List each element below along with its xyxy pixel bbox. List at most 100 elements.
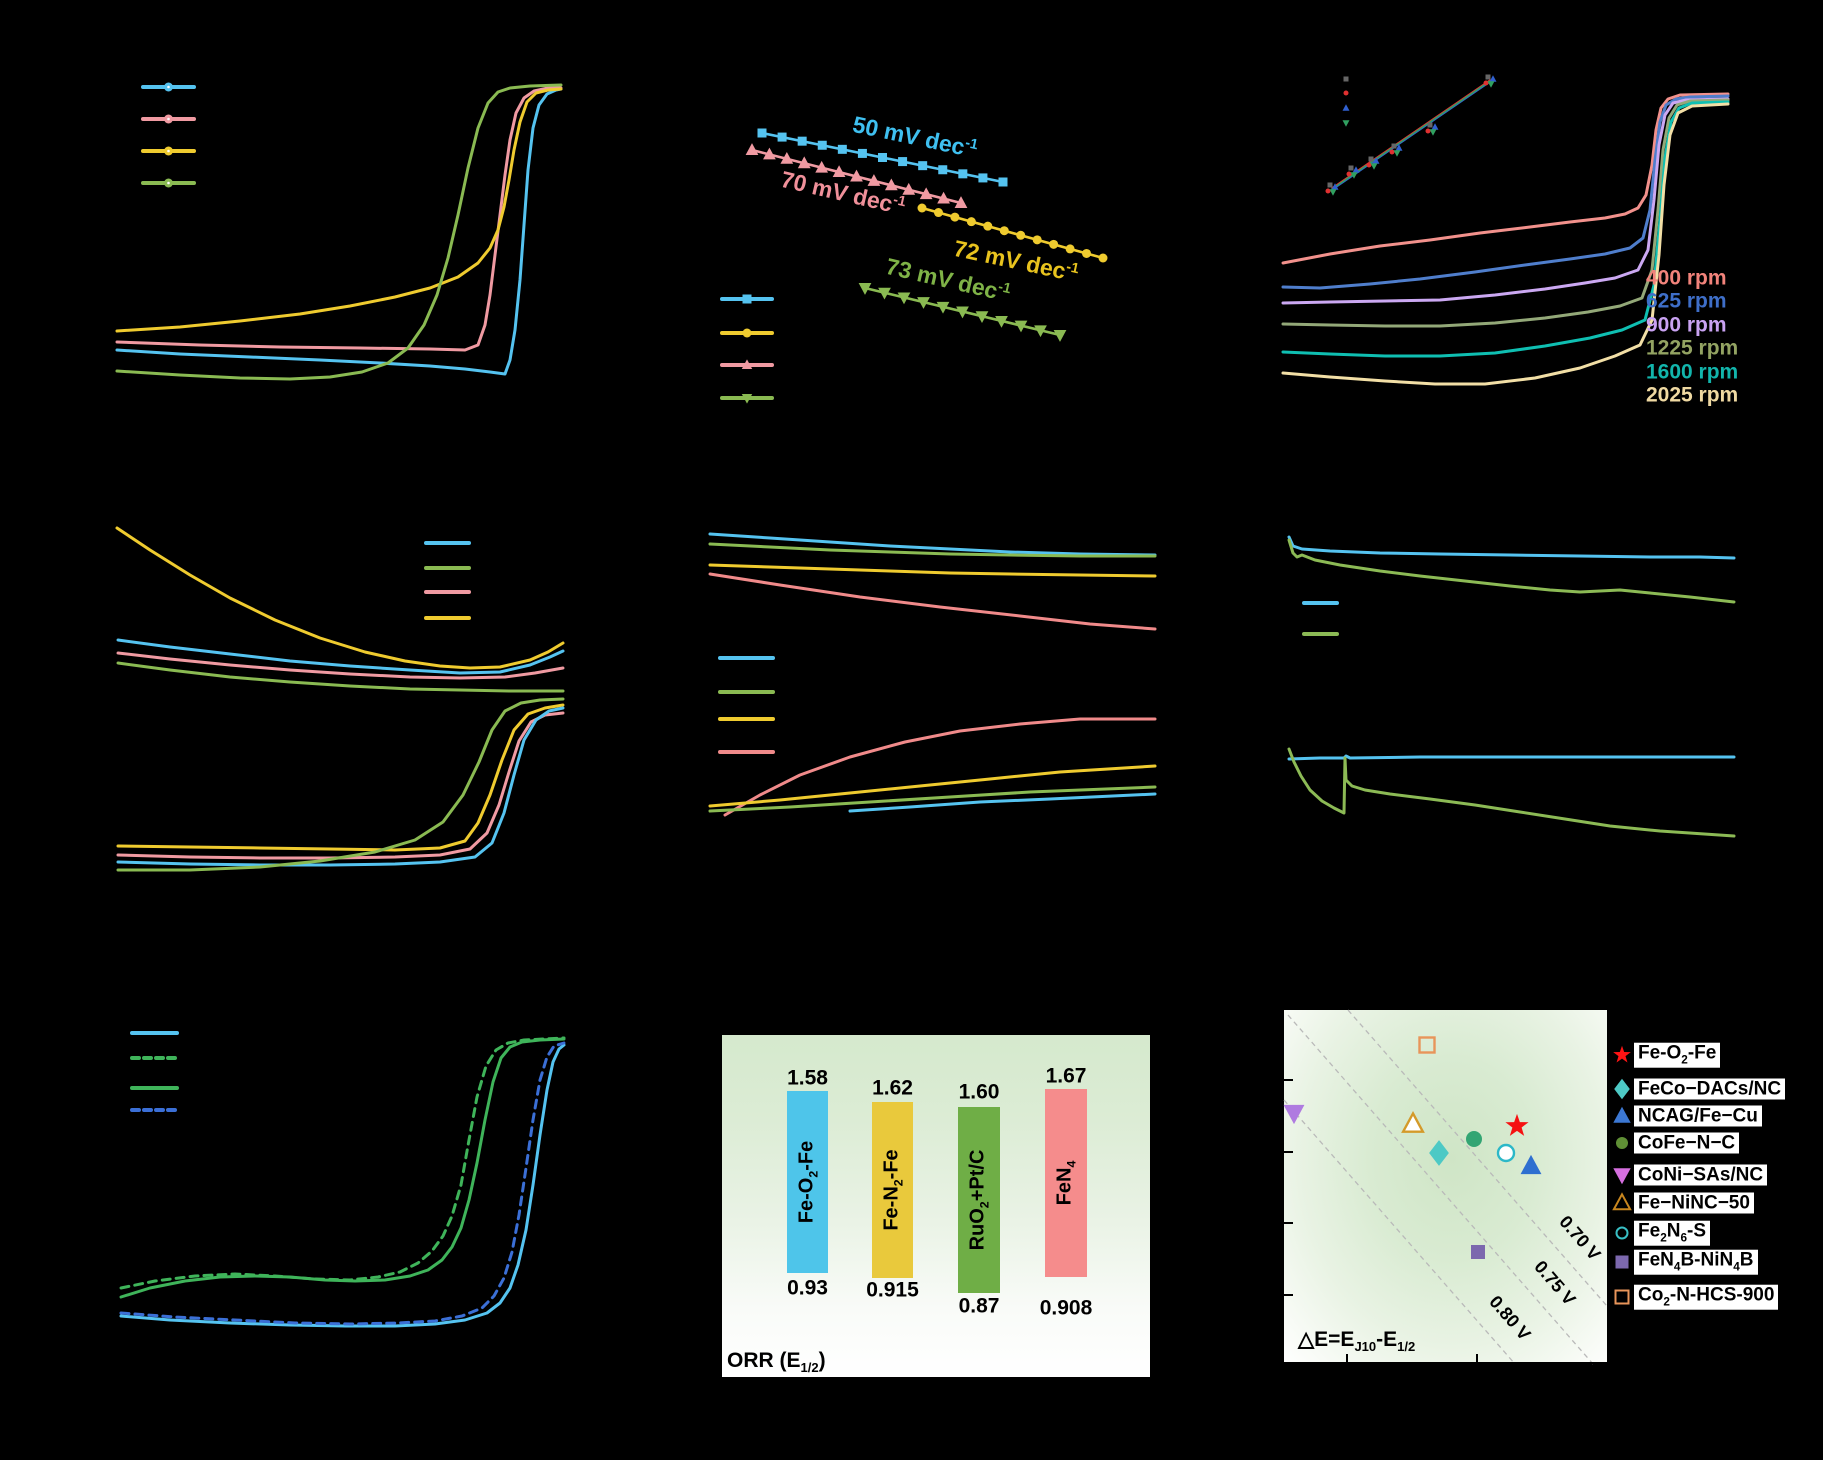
legend-i-fen4b-nin4b-marker [1615,1255,1629,1269]
panel-c-inset-marker [1483,80,1489,86]
legend-i-coni-sas-nc-marker [1613,1168,1631,1185]
lsv-g-green-solid [119,1037,566,1299]
panel-c-inset-marker [1368,156,1374,162]
tafel-green-marker [995,315,1008,328]
legend-i-co2-n-hcs-marker [1614,1289,1630,1305]
tafel-pink-marker [902,182,916,195]
panel-c-inset-marker [1427,122,1433,128]
point-feco-dacs-nc [1429,1140,1449,1166]
disk-d-yellow [116,703,565,852]
legend-i-ncag-fe-cu-marker [1613,1106,1631,1123]
tafel-cyan-marker [878,153,887,162]
meoh-f-cyan [1287,754,1736,761]
n-e-yellow [708,563,1157,578]
n-e-green [708,542,1157,558]
rde-2025 [1281,102,1730,386]
panel-c-inset-marker [1342,104,1350,111]
tafel-green-marker [878,287,891,300]
tafel-cyan-marker [857,148,867,158]
legend-i-feco-dacs-nc-marker [1614,1078,1630,1100]
legend-a-3-marker-pin [167,149,170,153]
panel-c-inset-marker [1329,189,1337,196]
panel-c-inset-marker [1331,183,1339,190]
iso-line-080 [1283,1099,1516,1365]
legend-b-2-marker [742,328,752,338]
ring-d-green [116,661,565,693]
disk-d-green [116,697,565,872]
tafel-pink-marker [780,152,794,164]
kl-fit-red [1331,79,1491,189]
tafel-pink-marker [832,165,846,178]
stab-f-green [1287,538,1736,604]
curve-a-yellow [115,87,563,333]
tafel-cyan-marker [837,144,847,154]
tafel-cyan-marker [797,136,807,146]
tafel-pink-marker [954,196,968,208]
tafel-pink-marker [867,174,881,186]
panel-c-inset-marker [1485,74,1491,80]
panel-c-inset-marker [1350,172,1358,179]
tafel-green-marker [858,283,872,295]
panel-c-inset-marker [1391,143,1397,149]
panel-c-inset-marker [1372,157,1380,164]
panel-c-inset-marker [1348,165,1354,171]
panel-c-inset-marker [1327,182,1333,188]
legend-a-4-marker-pin [167,181,170,185]
ring-d-pink [116,651,565,680]
curve-a-cyan [115,87,563,376]
panel-c-inset-marker [1487,81,1495,88]
rde-625 [1281,94,1730,290]
tafel-green-marker [1053,330,1067,342]
stab-f-cyan [1287,535,1736,560]
disk-d-cyan [116,706,565,867]
panel-c-inset-marker [1393,150,1401,157]
legend-a-2-marker-pin [167,117,170,121]
point-fe-ninc-50 [1401,1110,1425,1133]
bar-fe-o2-fe [787,1091,828,1273]
legend-i-fe-o2-fe-marker [1613,1045,1631,1063]
legend-i-cofe-n-c-marker [1616,1137,1628,1149]
tafel-cyan-marker [898,157,908,167]
panel-c-inset-marker [1429,129,1437,136]
rde-400 [1281,92,1730,265]
h2o2-e-yellow [708,764,1157,808]
legend-i-fe-ninc-50-marker [1612,1192,1632,1211]
tafel-cyan-marker [777,132,787,142]
tafel-green-marker [936,301,950,314]
disk-d-pink [116,711,565,860]
tafel-green-marker [956,306,969,319]
tafel-cyan-marker [978,173,988,183]
lsv-g-cyan-solid [119,1043,566,1328]
point-co2-n-hcs-900 [1418,1036,1436,1054]
rde-1225 [1281,98,1730,328]
tafel-pink-marker [850,169,863,182]
panel-c-inset-marker [1366,162,1372,168]
curve-a-green [115,83,563,381]
tafel-green-marker [1014,320,1028,333]
h2o2-e-pink [723,717,1157,817]
rde-1600 [1281,100,1730,358]
panel-c-inset-marker [1346,171,1352,177]
tafel-yellow-marker [1032,235,1042,245]
iso-line-075 [1287,1014,1594,1365]
legend-b-4-marker [741,393,753,404]
bar-fe-n2-fe [872,1102,913,1278]
meoh-f-green [1287,747,1736,838]
tafel-green-marker [897,292,911,305]
ring-d-yellow [115,526,565,670]
h2o2-e-green [708,785,1157,813]
tafel-cyan-marker [918,161,928,171]
tafel-pink-marker [815,160,829,173]
tafel-cyan-marker [817,140,827,150]
tafel-yellow-marker [917,203,927,213]
point-fen4b-nin4b [1471,1245,1485,1259]
panel-c-inset-marker [1342,120,1350,127]
h2o2-e-cyan [848,792,1157,813]
tafel-yellow-marker [1049,239,1059,249]
panel-c-inset-marker [1352,166,1360,173]
tafel-yellow-marker [966,217,976,227]
panel-c-inset-marker [1389,149,1395,155]
tafel-yellow-marker [950,212,960,222]
lsv-g-blue-dashed [119,1041,566,1326]
